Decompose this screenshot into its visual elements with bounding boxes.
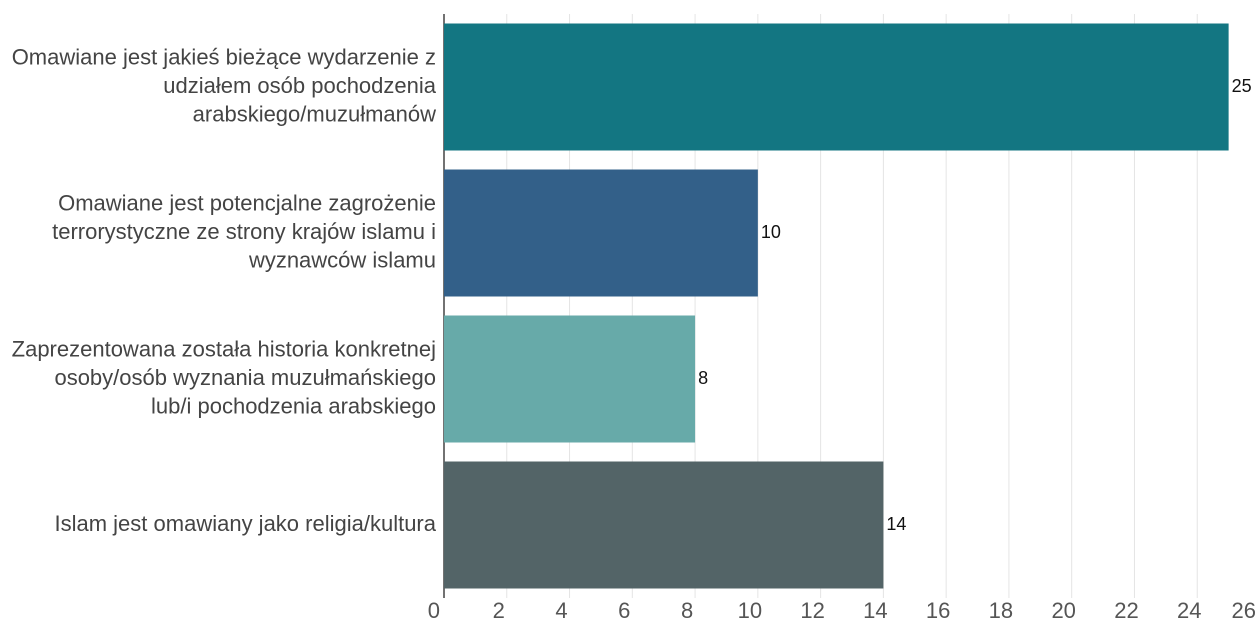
x-tick-label: 20 — [1051, 598, 1075, 623]
label-line: wyznawców islamu — [248, 247, 436, 272]
label-line: Zaprezentowana została historia konkretn… — [12, 336, 436, 361]
label-line: lub/i pochodzenia arabskiego — [151, 393, 436, 418]
value-label: 14 — [886, 514, 906, 534]
value-label: 25 — [1232, 76, 1252, 96]
category-label: Omawiane jest jakieś bieżące wydarzenie … — [12, 44, 437, 126]
category-label: Zaprezentowana została historia konkretn… — [12, 336, 436, 418]
category-label: Omawiane jest potencjalne zagrożenie terr… — [52, 190, 436, 272]
label-line: Omawiane jest potencjalne zagrożenie — [58, 190, 436, 215]
bar — [444, 169, 758, 297]
category-label: Islam jest omawiany jako religia/kultura — [55, 511, 437, 536]
label-line: udziałem osób pochodzenia — [163, 73, 437, 98]
x-tick-label: 22 — [1114, 598, 1138, 623]
x-tick-label: 10 — [738, 598, 762, 623]
x-tick-label: 14 — [863, 598, 887, 623]
x-tick-label: 12 — [800, 598, 824, 623]
label-line: Islam jest omawiany jako religia/kultura — [55, 511, 437, 536]
x-tick-label: 8 — [681, 598, 693, 623]
x-tick-label: 16 — [926, 598, 950, 623]
label-line: arabskiego/muzułmanów — [193, 101, 436, 126]
x-tick-label: 0 — [428, 598, 440, 623]
x-tick-label: 18 — [989, 598, 1013, 623]
x-tick-label: 26 — [1232, 598, 1256, 623]
x-tick-label: 6 — [618, 598, 630, 623]
x-tick-label: 2 — [493, 598, 505, 623]
label-line: terrorystyczne ze strony krajów islamu i — [52, 219, 436, 244]
label-line: osoby/osób wyznania muzułmańskiego — [54, 365, 436, 390]
bar — [444, 315, 696, 443]
bar — [444, 461, 884, 589]
x-tick-label: 4 — [555, 598, 567, 623]
value-label: 10 — [761, 222, 781, 242]
value-label: 8 — [698, 368, 708, 388]
x-tick-label: 24 — [1177, 598, 1201, 623]
label-line: Omawiane jest jakieś bieżące wydarzenie … — [12, 44, 436, 69]
bar — [444, 23, 1229, 151]
